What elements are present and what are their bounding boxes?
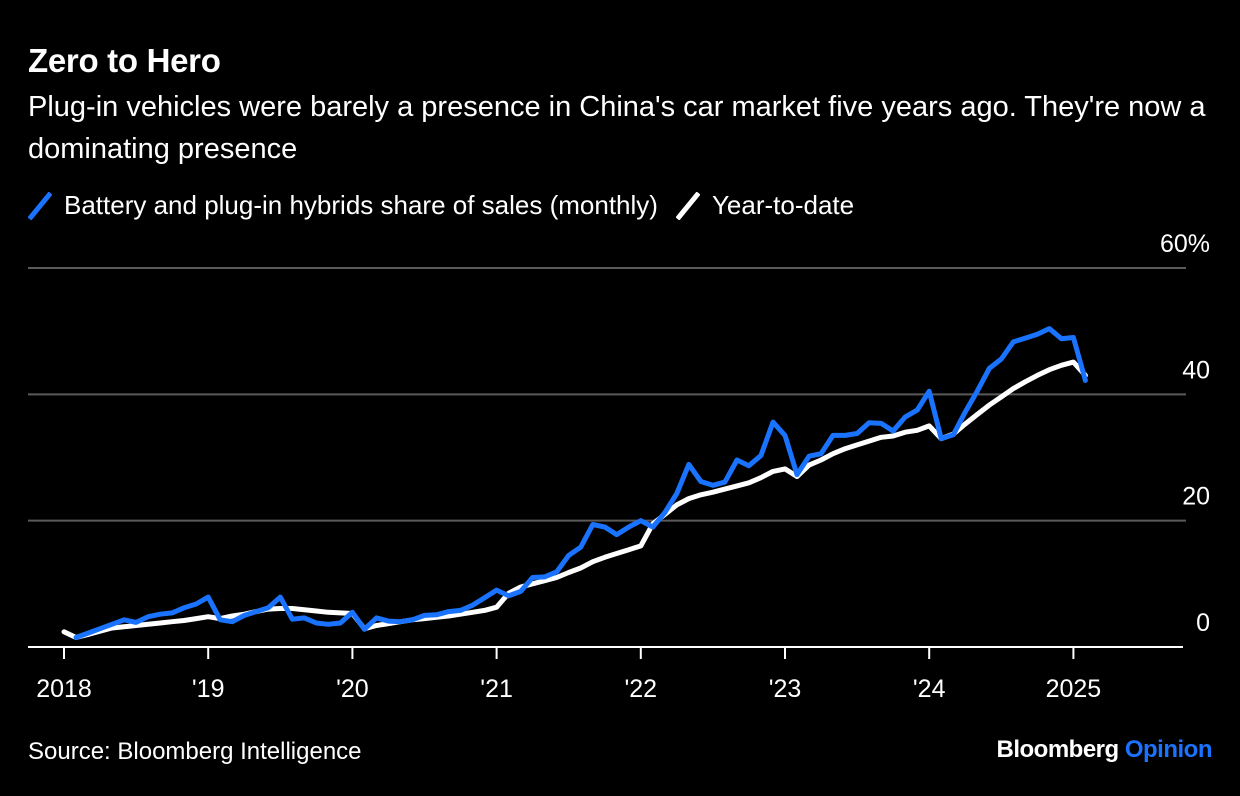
- legend-label-ytd: Year-to-date: [711, 190, 855, 220]
- axis-layer: 0 20 40 60% 2018 '19 '20 '21 '22 '23 '24 2025: [28, 230, 1210, 703]
- source-note: Source: Bloomberg Intelligence: [28, 738, 362, 765]
- legend-item-ytd: Year-to-date: [675, 190, 855, 221]
- series-line-ytd: [61, 359, 1088, 640]
- x-tick-label-2020: '20: [336, 675, 369, 703]
- x-tick-label-2024: '24: [913, 675, 946, 703]
- y-tick-label-0: 0: [1196, 609, 1210, 637]
- x-tick-label-2019: '19: [192, 675, 225, 703]
- y-tick-label-60: 60%: [1160, 230, 1210, 258]
- y-tick-label-40: 40: [1182, 356, 1210, 384]
- grid-layer: [28, 267, 1186, 522]
- x-tick-label-2021: '21: [480, 675, 513, 703]
- series-layer: [61, 326, 1088, 640]
- legend-swatch-monthly-icon: [28, 191, 52, 220]
- x-tick-label-2023: '23: [769, 675, 802, 703]
- series-line-monthly: [73, 326, 1088, 640]
- x-tick-label-2022: '22: [625, 675, 658, 703]
- chart-subtitle: Plug-in vehicles were barely a presence …: [28, 91, 1206, 165]
- chart-title: Zero to Hero: [28, 42, 221, 79]
- legend-swatch-ytd-icon: [675, 191, 700, 220]
- brand-name: Bloomberg: [996, 736, 1120, 763]
- legend-label-monthly: Battery and plug-in hybrids share of sal…: [64, 190, 658, 220]
- x-tick-label-2018: 2018: [36, 675, 92, 703]
- brand-logo: Bloomberg Opinion: [997, 736, 1213, 764]
- brand-suffix: Opinion: [1124, 736, 1213, 763]
- legend: Battery and plug-in hybrids share of sal…: [28, 190, 872, 221]
- x-tick-label-2025: 2025: [1046, 675, 1102, 703]
- y-tick-label-20: 20: [1182, 483, 1210, 511]
- legend-item-monthly: Battery and plug-in hybrids share of sal…: [28, 190, 658, 221]
